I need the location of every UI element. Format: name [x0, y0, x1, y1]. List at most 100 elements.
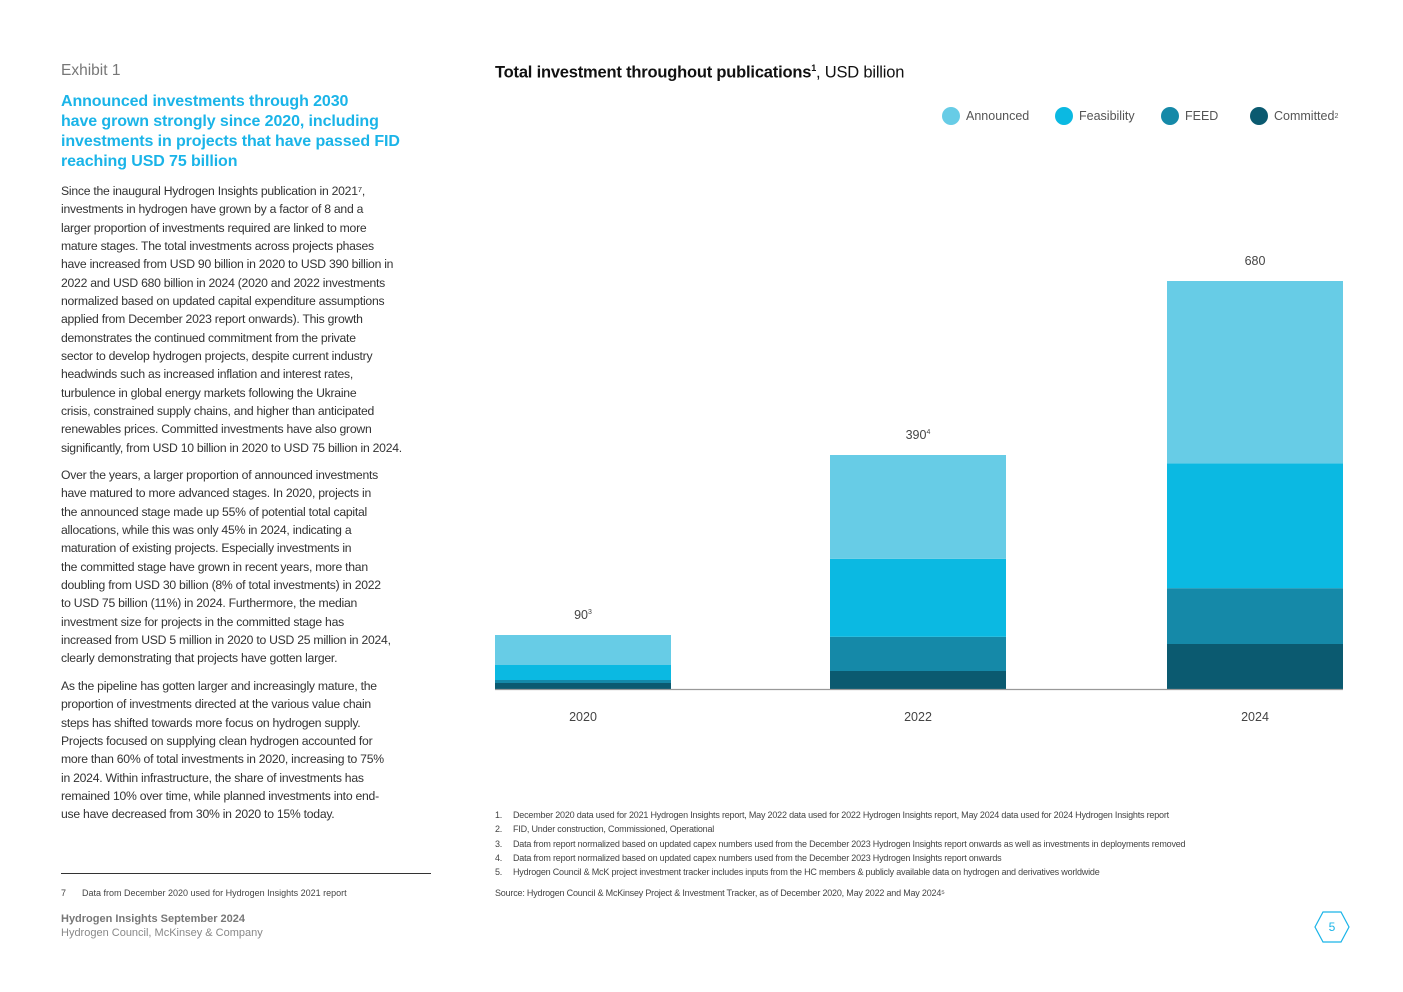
bar-feed-2022	[830, 636, 1006, 671]
note-number: 4.	[495, 852, 503, 863]
footnote-7: 7 Data from December 2020 used for Hydrog…	[61, 888, 347, 898]
total-value: 680	[1245, 254, 1266, 268]
heading-line: have grown strongly since 2020, includin…	[61, 113, 379, 130]
chart-note: 1. December 2020 data used for 2021 Hydro…	[495, 810, 1185, 824]
bar-feasibility-2024	[1167, 463, 1343, 589]
total-label-2022: 3904	[906, 428, 931, 442]
paragraph-line: use have decreased from 30% in 2020 to 1…	[61, 807, 335, 822]
paragraph-line: proportion of investments directed at th…	[61, 697, 371, 712]
total-sup: 3	[588, 609, 592, 616]
paragraph-line: Since the inaugural Hydrogen Insights pu…	[61, 184, 366, 198]
paragraph-line: have matured to more advanced stages. In…	[61, 486, 372, 501]
legend-swatch	[1161, 107, 1179, 125]
legend-item-feasibility: Feasibility	[1055, 107, 1135, 125]
chart-note: 5. Hydrogen Council & McK project investm…	[495, 867, 1185, 881]
note-text: Data from report normalized based on upd…	[513, 838, 1186, 849]
note-text: Hydrogen Council & McK project investmen…	[513, 867, 1100, 878]
chart-note: 3. Data from report normalized based on u…	[495, 838, 1186, 853]
heading-line: Announced investments through 2030	[61, 93, 349, 110]
bar-committed-2022	[830, 671, 1006, 689]
hexagon-icon	[1314, 911, 1350, 943]
paragraph-line: Over the years, a larger proportion of a…	[61, 468, 378, 482]
paragraph: Since the inaugural Hydrogen Insights pu…	[61, 182, 402, 457]
paragraph-line: to USD 75 billion (11%) in 2024. Further…	[61, 596, 358, 611]
exhibit-label: Exhibit 1	[61, 62, 121, 79]
chart-source: Source: Hydrogen Council & McKinsey Proj…	[495, 888, 945, 898]
paragraph-line: remained 10% over time, while planned in…	[61, 789, 379, 804]
legend-label: Feasibility	[1079, 109, 1135, 123]
paragraph-line: the committed stage have grown in recent…	[61, 559, 368, 574]
paragraph-line: mature stages. The total investments acr…	[61, 239, 374, 254]
paragraph-line: larger proportion of investments require…	[61, 220, 367, 235]
chart-notes: 1. December 2020 data used for 2021 Hydro…	[495, 810, 1186, 881]
chart-title-main: Total investment throughout publications	[495, 63, 812, 82]
total-label-2020: 903	[574, 608, 592, 622]
legend-label: Announced	[966, 109, 1030, 123]
bar-feed-2020	[495, 680, 671, 683]
bar-committed-2020	[495, 683, 671, 689]
legend-item-feed: FEED	[1161, 107, 1218, 125]
total-label-2024: 680	[1245, 254, 1266, 268]
footer-title: Hydrogen Insights September 2024	[61, 913, 245, 925]
footnote-number: 7	[61, 888, 67, 898]
note-text: FID, Under construction, Commissioned, O…	[513, 824, 715, 835]
paragraph-line: have increased from USD 90 billion in 20…	[61, 257, 394, 272]
footnote-divider	[61, 873, 431, 874]
legend-sup: 2	[1334, 112, 1339, 120]
paragraph-line: applied from December 2023 report onward…	[61, 312, 363, 327]
paragraph-line: renewables prices. Committed investments…	[61, 422, 372, 437]
footnote-text: Data from December 2020 used for Hydroge…	[82, 888, 347, 898]
note-number: 2.	[495, 824, 503, 835]
paragraph-line: the announced stage made up 55% of poten…	[61, 504, 367, 519]
paragraph-line: As the pipeline has gotten larger and in…	[61, 679, 377, 693]
paragraph: As the pipeline has gotten larger and in…	[61, 677, 384, 824]
chart-title-sup: 1	[811, 63, 816, 73]
exhibit-heading: Announced investments through 2030 have g…	[61, 92, 400, 172]
paragraph-line: increased from USD 5 million in 2020 to …	[61, 633, 391, 648]
bar-committed-2024	[1167, 644, 1343, 689]
total-value: 390	[906, 428, 927, 442]
chart-note: 2. FID, Under construction, Commissioned,…	[495, 824, 1185, 838]
paragraph-line: clearly demonstrating that projects have…	[61, 651, 338, 666]
paragraph-line: significantly, from USD 10 billion in 20…	[61, 440, 402, 455]
total-value: 90	[574, 608, 588, 622]
bar-feed-2024	[1167, 588, 1343, 644]
legend-swatch	[942, 107, 960, 125]
legend-label: Committed	[1274, 109, 1335, 123]
paragraph-line: investment size for projects in the comm…	[61, 614, 344, 629]
total-sup: 4	[926, 429, 930, 436]
paragraph-line: sector to develop hydrogen projects, des…	[61, 349, 373, 364]
note-text: Data from report normalized based on upd…	[513, 852, 1002, 863]
bar-announced-2024	[1167, 281, 1343, 464]
bar-feasibility-2020	[495, 665, 671, 680]
chart-title-unit: , USD billion	[816, 63, 905, 82]
paragraph-line: maturation of existing projects. Especia…	[61, 541, 352, 556]
paragraph-line: steps has shifted towards more focus on …	[61, 715, 361, 730]
bar-announced-2022	[830, 455, 1006, 559]
x-tick-2024: 2024	[1241, 710, 1269, 724]
paragraph: Over the years, a larger proportion of a…	[61, 466, 391, 668]
page-number-badge: 5	[1314, 911, 1350, 943]
paragraph-line: 2022 and USD 680 billion in 2024 (2020 a…	[61, 275, 386, 290]
paragraph-line: turbulence in global energy markets foll…	[61, 385, 357, 400]
paragraph-line: Projects focused on supplying clean hydr…	[61, 734, 373, 749]
note-number: 1.	[495, 810, 503, 820]
heading-line: investments in projects that have passed…	[61, 133, 400, 150]
paragraph-line: headwinds such as increased inflation an…	[61, 367, 353, 382]
chart-title: Total investment throughout publications…	[495, 63, 904, 83]
note-number: 5.	[495, 867, 503, 878]
note-number: 3.	[495, 838, 503, 849]
legend-item-committed: Committed 2	[1250, 107, 1338, 125]
paragraph-line: more than 60% of total investments in 20…	[61, 752, 384, 767]
paragraph-line: demonstrates the continued commitment fr…	[61, 330, 356, 345]
legend-swatch	[1055, 107, 1073, 125]
note-text: December 2020 data used for 2021 Hydroge…	[513, 810, 1169, 820]
paragraph-line: investments in hydrogen have grown by a …	[61, 202, 364, 217]
heading-line: reaching USD 75 billion	[61, 153, 238, 170]
chart-note: 4. Data from report normalized based on u…	[495, 853, 1185, 867]
x-tick-2020: 2020	[569, 710, 597, 724]
paragraph-line: in 2024. Within infrastructure, the shar…	[61, 770, 364, 785]
bar-feasibility-2022	[830, 558, 1006, 637]
legend-label: FEED	[1185, 109, 1219, 123]
